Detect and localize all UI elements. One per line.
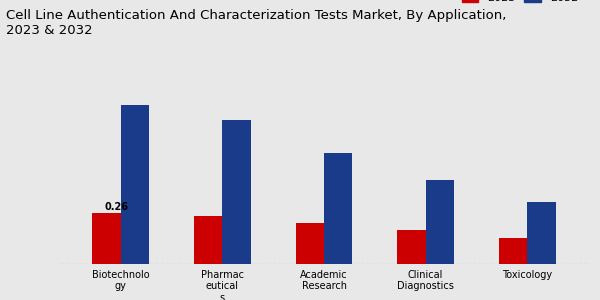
Bar	[527, 202, 556, 264]
Bar	[397, 230, 425, 264]
Text: 0.26: 0.26	[104, 202, 128, 212]
Bar	[324, 153, 352, 264]
Bar	[425, 181, 454, 264]
Bar	[223, 120, 251, 264]
Bar	[121, 105, 149, 264]
Bar	[499, 238, 527, 264]
Legend: 2023, 2032: 2023, 2032	[457, 0, 583, 8]
Text: Cell Line Authentication And Characterization Tests Market, By Application,
2023: Cell Line Authentication And Characteriz…	[6, 9, 506, 37]
Bar	[296, 223, 324, 264]
Bar	[92, 214, 121, 264]
Bar	[194, 216, 223, 264]
